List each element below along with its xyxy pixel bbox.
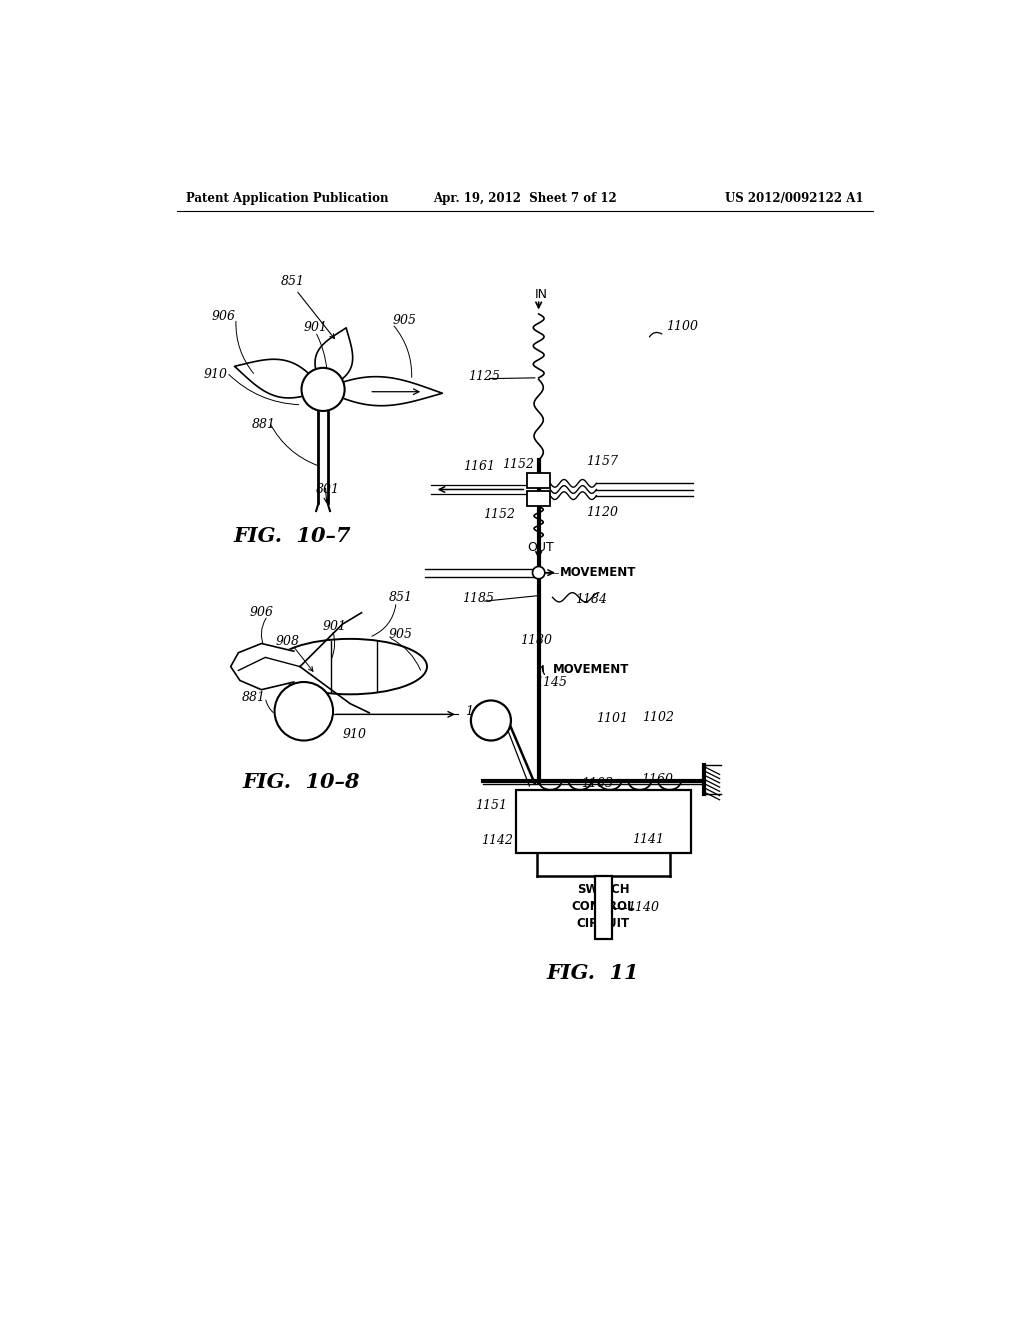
Text: 905: 905 [392, 314, 417, 326]
Polygon shape [230, 644, 294, 689]
Text: 901: 901 [304, 321, 328, 334]
Text: Patent Application Publication: Patent Application Publication [186, 191, 388, 205]
Text: 881: 881 [252, 417, 276, 430]
Text: SWITCH: SWITCH [578, 883, 630, 896]
Text: 1102: 1102 [643, 711, 675, 723]
Text: 908: 908 [275, 635, 299, 648]
Text: 1181: 1181 [466, 705, 498, 718]
Text: 1103: 1103 [581, 777, 613, 791]
Text: IN: IN [535, 288, 548, 301]
Circle shape [471, 701, 511, 741]
Circle shape [532, 566, 545, 578]
Text: 910: 910 [204, 367, 227, 380]
Text: 1152: 1152 [483, 508, 515, 520]
Text: 1101: 1101 [596, 713, 628, 726]
Bar [515, 789, 691, 853]
Text: MOVEMENT: MOVEMENT [553, 663, 629, 676]
Text: MOVEMENT: MOVEMENT [560, 566, 637, 579]
Text: FIG.  11: FIG. 11 [547, 964, 639, 983]
Ellipse shape [273, 639, 427, 694]
Text: 901: 901 [323, 620, 347, 634]
Text: 906: 906 [211, 310, 236, 323]
Text: CIRCUIT: CIRCUIT [577, 917, 630, 931]
Text: 851: 851 [388, 591, 413, 603]
Text: 1160: 1160 [641, 772, 673, 785]
Text: 906: 906 [250, 606, 273, 619]
Bar [527, 473, 550, 488]
Text: FIG.  10–7: FIG. 10–7 [233, 525, 351, 545]
Text: 1120: 1120 [587, 506, 618, 519]
Text: 1184: 1184 [575, 593, 607, 606]
Text: 1145: 1145 [536, 676, 567, 689]
Polygon shape [315, 327, 352, 389]
Text: 905: 905 [388, 628, 413, 640]
Text: 1151: 1151 [475, 799, 507, 812]
Text: 1157: 1157 [587, 454, 618, 467]
Bar [527, 491, 550, 507]
Text: 1152: 1152 [503, 458, 535, 471]
Text: CONTROL: CONTROL [571, 900, 635, 913]
Text: 1125: 1125 [468, 370, 500, 383]
Text: 1100: 1100 [666, 319, 697, 333]
Bar [595, 876, 611, 940]
Text: 1180: 1180 [520, 634, 552, 647]
Circle shape [301, 368, 345, 411]
Text: 1141: 1141 [633, 833, 665, 846]
Text: FIG.  10–8: FIG. 10–8 [243, 772, 360, 792]
Circle shape [274, 682, 333, 741]
Text: 1161: 1161 [463, 459, 496, 473]
Text: US 2012/0092122 A1: US 2012/0092122 A1 [725, 191, 863, 205]
Polygon shape [234, 359, 323, 397]
Polygon shape [323, 376, 442, 405]
Text: 1140: 1140 [628, 902, 659, 915]
Text: 910: 910 [342, 727, 367, 741]
Text: OUT: OUT [526, 541, 554, 554]
Text: 881: 881 [243, 690, 266, 704]
Text: 851: 851 [281, 275, 305, 288]
Text: 1142: 1142 [481, 834, 513, 847]
Text: 1185: 1185 [462, 593, 494, 606]
Text: Apr. 19, 2012  Sheet 7 of 12: Apr. 19, 2012 Sheet 7 of 12 [433, 191, 616, 205]
Text: 801: 801 [315, 483, 339, 496]
